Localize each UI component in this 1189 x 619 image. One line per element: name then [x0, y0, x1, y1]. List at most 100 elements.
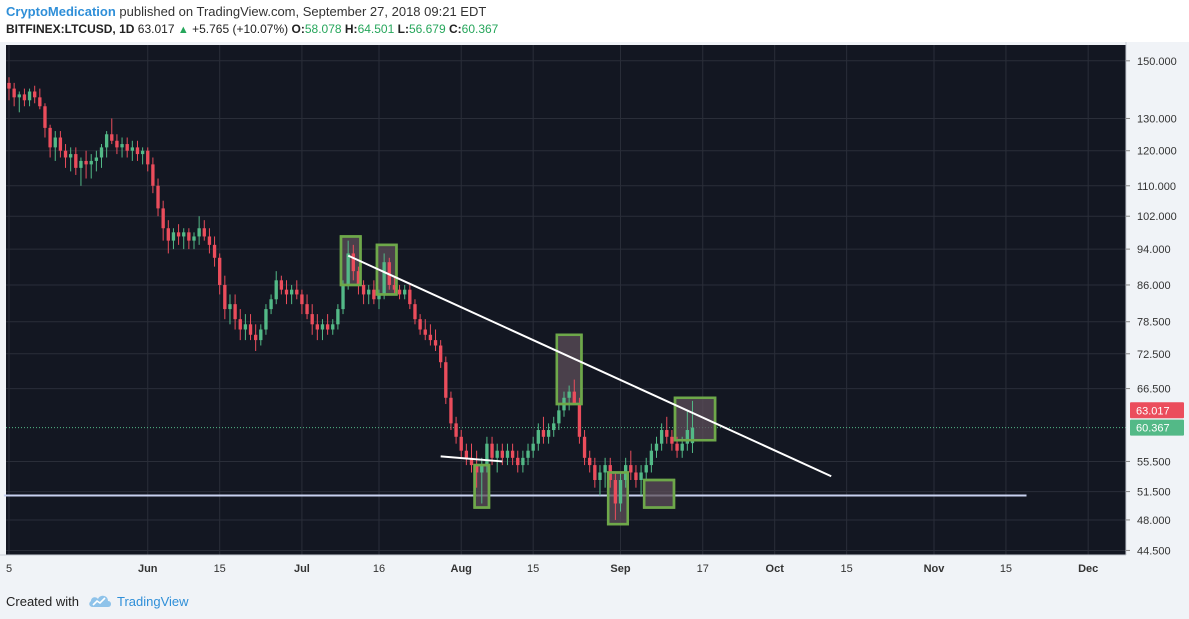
candle — [474, 450, 479, 488]
close-value: 60.367 — [461, 22, 499, 36]
candle-body — [397, 289, 402, 295]
candle-body — [685, 430, 690, 444]
time-axis-labels: 5 Jun 15 Jul 16 Aug 15 Sep 17 Oct 15 Nov 15 Dec — [6, 563, 1098, 575]
candle-body — [490, 443, 494, 458]
candle-body — [428, 334, 433, 341]
time-tick-label: Jun — [138, 563, 158, 575]
candle-body — [680, 443, 684, 451]
candle-body — [495, 450, 499, 458]
candle — [438, 340, 443, 368]
highlight-box-outline — [473, 463, 491, 509]
price-tick-label: 55.500 — [1137, 456, 1171, 468]
candle-body — [300, 294, 304, 305]
candle-body — [377, 294, 381, 300]
candle — [351, 244, 355, 281]
candlestick-chart[interactable]: 150.000 130.000 120.000 110.000 102.000 94.00… — [0, 42, 1189, 583]
candle-body — [541, 430, 546, 437]
candle — [228, 294, 232, 325]
candle-body — [110, 134, 114, 141]
candle-body — [248, 324, 253, 335]
candle — [505, 443, 510, 466]
candle — [593, 457, 597, 488]
candle-body — [253, 334, 258, 341]
open-label: O: — [291, 22, 305, 36]
candle — [197, 216, 201, 245]
candle — [218, 253, 222, 295]
open-value: 58.078 — [304, 22, 342, 36]
candle — [521, 450, 525, 473]
candle — [182, 228, 186, 250]
candle-body — [68, 154, 73, 158]
candle-body — [449, 397, 453, 424]
candle-body — [33, 91, 37, 98]
candle-body — [197, 228, 201, 237]
candle-body — [654, 443, 659, 451]
candle-body — [474, 465, 479, 473]
candle-body — [27, 91, 32, 101]
candle — [403, 284, 407, 300]
tradingview-cloud-icon[interactable] — [87, 592, 113, 610]
candle-body — [156, 185, 160, 209]
symbol-label: BITFINEX:LTCUSD, 1D — [6, 22, 135, 36]
candle-body — [336, 309, 340, 325]
candle — [516, 450, 520, 473]
tradingview-link[interactable]: TradingView — [117, 594, 189, 609]
candle-body — [295, 289, 299, 295]
price-axis-labels: 150.000 130.000 120.000 110.000 102.000 94.00… — [1126, 56, 1177, 557]
candle-body — [120, 144, 124, 148]
chart-header: CryptoMedication published on TradingVie… — [0, 0, 1189, 42]
trendline — [347, 254, 832, 478]
candle-body — [176, 232, 181, 237]
candle — [423, 319, 427, 341]
candle-body — [161, 208, 165, 229]
author-link[interactable]: CryptoMedication — [6, 4, 116, 19]
candle-body — [629, 465, 633, 473]
candle-body — [58, 137, 63, 151]
candle-body — [218, 257, 222, 285]
candle — [413, 299, 417, 325]
candle — [459, 430, 463, 458]
candle — [644, 457, 648, 481]
candle — [171, 228, 176, 250]
candle — [289, 284, 294, 305]
candle — [58, 131, 63, 158]
candle-body — [63, 150, 68, 158]
candle-body — [212, 244, 217, 258]
candle — [320, 319, 325, 341]
candle-body — [408, 289, 412, 305]
candle-body — [264, 309, 268, 330]
time-tick-label: Oct — [766, 563, 785, 575]
time-axis — [0, 555, 1189, 583]
chart-area[interactable]: 150.000 130.000 120.000 110.000 102.000 94.00… — [0, 42, 1189, 583]
candle — [618, 472, 623, 512]
candle — [33, 85, 37, 104]
candle — [485, 436, 489, 473]
candle — [104, 131, 109, 158]
price-tick-label: 86.000 — [1137, 280, 1171, 292]
price-tick-label: 120.000 — [1137, 146, 1177, 158]
candle — [428, 324, 433, 346]
publish-info: published on TradingView.com, September … — [115, 4, 487, 19]
price-badge-label: 60.367 — [1136, 423, 1170, 435]
candle — [690, 400, 695, 453]
candle — [207, 228, 212, 254]
candle-body — [99, 147, 104, 158]
candle-body — [238, 319, 242, 330]
candle — [53, 131, 57, 161]
candle-body — [274, 280, 278, 300]
candle-body — [382, 262, 386, 295]
candle — [305, 294, 309, 320]
candle — [377, 289, 381, 310]
candle-body — [423, 329, 427, 335]
candle — [274, 271, 278, 305]
candle — [176, 224, 181, 245]
candle-body — [546, 430, 551, 437]
candle-body — [634, 472, 638, 481]
candle — [135, 140, 140, 161]
created-with-label: Created with — [6, 594, 79, 609]
candle-body — [459, 436, 463, 451]
candle-body — [130, 147, 135, 151]
candle — [649, 443, 654, 473]
candle-body — [670, 436, 674, 444]
candle-body — [351, 253, 355, 272]
